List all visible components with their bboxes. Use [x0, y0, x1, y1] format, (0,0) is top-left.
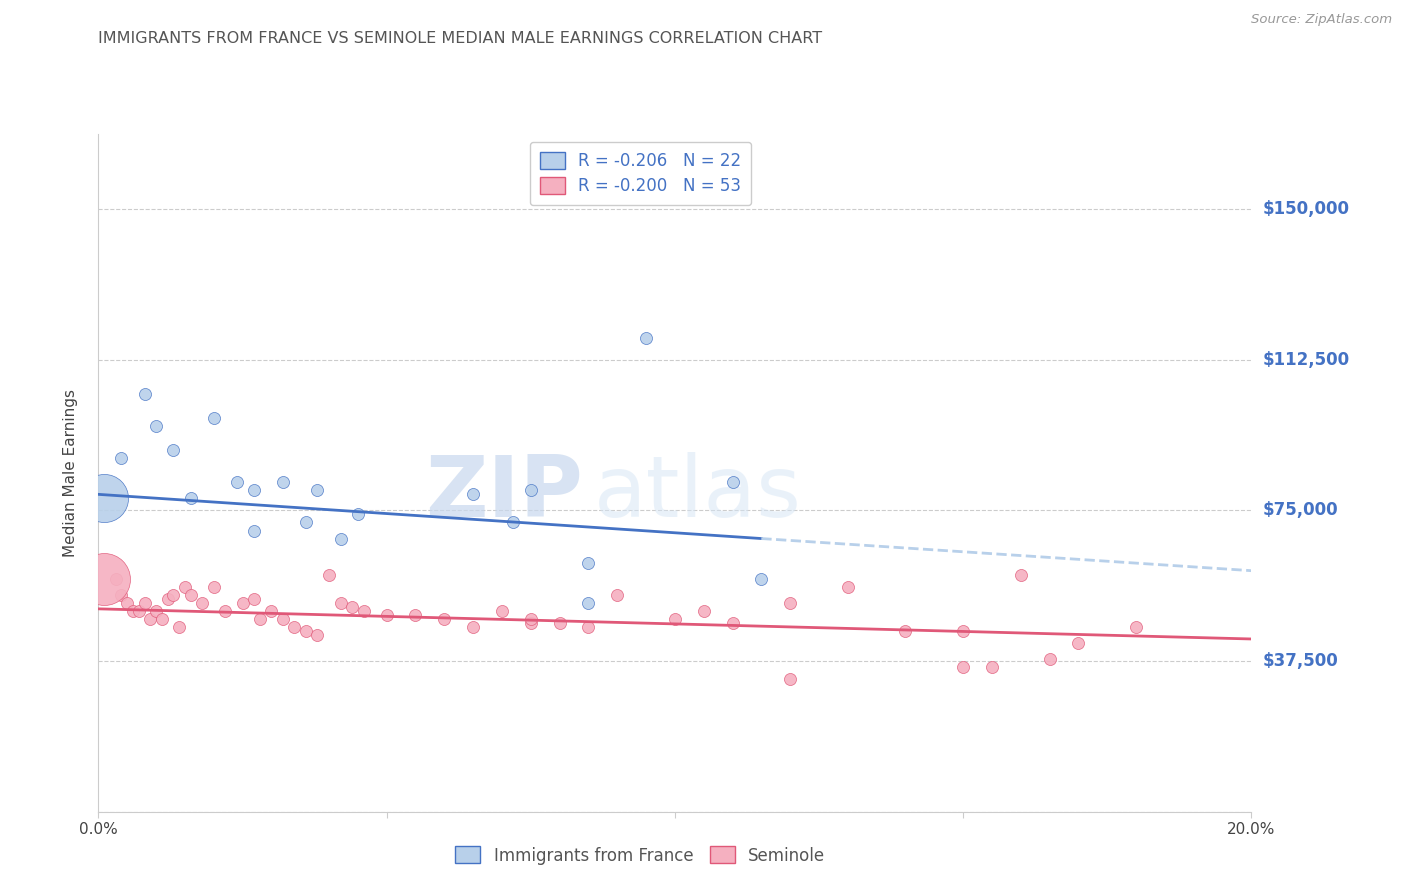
- Point: [1010, 567, 1032, 582]
- Point: [779, 596, 801, 610]
- Point: [578, 620, 600, 634]
- Point: [134, 596, 156, 610]
- Point: [375, 607, 398, 622]
- Point: [283, 620, 305, 634]
- Point: [578, 556, 600, 570]
- Point: [202, 411, 225, 425]
- Y-axis label: Median Male Earnings: Median Male Earnings: [63, 389, 77, 557]
- Text: IMMIGRANTS FROM FRANCE VS SEMINOLE MEDIAN MALE EARNINGS CORRELATION CHART: IMMIGRANTS FROM FRANCE VS SEMINOLE MEDIA…: [98, 31, 823, 46]
- Point: [721, 475, 744, 490]
- Point: [214, 604, 236, 618]
- Point: [578, 596, 600, 610]
- Point: [202, 580, 225, 594]
- Point: [340, 599, 363, 614]
- Point: [93, 491, 115, 506]
- Point: [104, 572, 127, 586]
- Text: atlas: atlas: [595, 451, 803, 534]
- Point: [231, 596, 254, 610]
- Point: [110, 588, 132, 602]
- Text: $37,500: $37,500: [1263, 652, 1339, 670]
- Point: [134, 387, 156, 401]
- Point: [1125, 620, 1147, 634]
- Point: [346, 508, 368, 522]
- Point: [122, 604, 145, 618]
- Point: [117, 596, 138, 610]
- Point: [894, 624, 917, 638]
- Text: $112,500: $112,500: [1263, 351, 1350, 368]
- Point: [502, 516, 524, 530]
- Point: [520, 612, 543, 626]
- Point: [1067, 636, 1090, 650]
- Point: [307, 628, 329, 642]
- Point: [174, 580, 197, 594]
- Point: [128, 604, 150, 618]
- Point: [243, 483, 266, 498]
- Point: [405, 607, 427, 622]
- Point: [329, 596, 352, 610]
- Point: [461, 620, 484, 634]
- Point: [318, 567, 340, 582]
- Point: [110, 451, 132, 466]
- Point: [139, 612, 162, 626]
- Point: [145, 419, 167, 434]
- Point: [145, 604, 167, 618]
- Point: [162, 443, 184, 458]
- Point: [433, 612, 456, 626]
- Point: [837, 580, 859, 594]
- Point: [751, 572, 773, 586]
- Point: [180, 588, 202, 602]
- Point: [180, 491, 202, 506]
- Point: [548, 615, 571, 630]
- Legend: Immigrants from France, Seminole: Immigrants from France, Seminole: [449, 839, 832, 871]
- Point: [249, 612, 271, 626]
- Point: [461, 487, 484, 501]
- Point: [243, 524, 266, 538]
- Point: [329, 532, 352, 546]
- Point: [353, 604, 375, 618]
- Point: [721, 615, 744, 630]
- Text: $75,000: $75,000: [1263, 501, 1339, 519]
- Point: [156, 591, 179, 606]
- Point: [520, 615, 543, 630]
- Point: [225, 475, 247, 490]
- Point: [520, 483, 543, 498]
- Point: [693, 604, 716, 618]
- Point: [93, 572, 115, 586]
- Text: $150,000: $150,000: [1263, 200, 1350, 219]
- Point: [779, 672, 801, 686]
- Point: [150, 612, 173, 626]
- Point: [952, 624, 974, 638]
- Text: Source: ZipAtlas.com: Source: ZipAtlas.com: [1251, 13, 1392, 27]
- Point: [307, 483, 329, 498]
- Point: [1038, 652, 1062, 666]
- Point: [952, 660, 974, 674]
- Text: ZIP: ZIP: [425, 451, 582, 534]
- Point: [271, 612, 294, 626]
- Point: [981, 660, 1004, 674]
- Point: [606, 588, 628, 602]
- Point: [243, 591, 266, 606]
- Point: [491, 604, 513, 618]
- Point: [295, 516, 318, 530]
- Point: [295, 624, 318, 638]
- Point: [271, 475, 294, 490]
- Point: [167, 620, 190, 634]
- Point: [162, 588, 184, 602]
- Point: [636, 331, 658, 345]
- Point: [260, 604, 283, 618]
- Point: [664, 612, 686, 626]
- Point: [191, 596, 214, 610]
